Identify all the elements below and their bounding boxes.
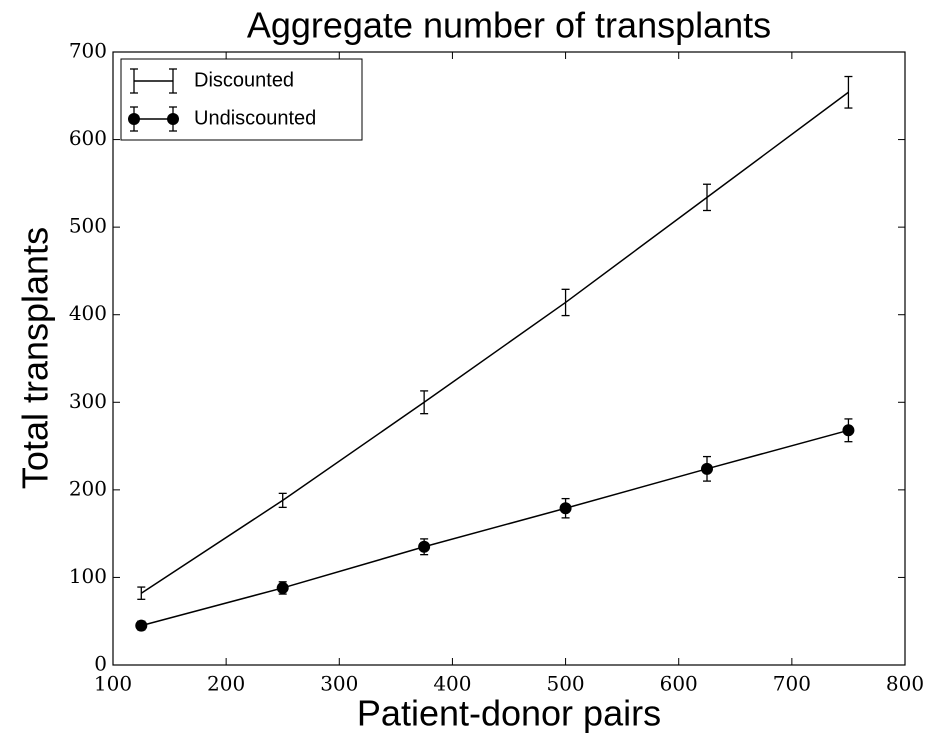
legend-label: Discounted [194, 69, 294, 91]
legend-marker [128, 113, 140, 125]
x-tick-label: 100 [94, 672, 132, 696]
data-point [559, 502, 572, 515]
data-point [135, 619, 148, 632]
x-tick-label: 300 [320, 672, 358, 696]
y-tick-label: 600 [69, 126, 107, 150]
x-tick-label: 700 [773, 672, 811, 696]
y-tick-label: 300 [69, 389, 107, 413]
x-tick-label: 200 [207, 672, 245, 696]
x-tick-label: 400 [433, 672, 471, 696]
series-line [140, 91, 849, 594]
y-tick-label: 400 [69, 301, 107, 325]
legend-label: Undiscounted [194, 107, 316, 129]
x-tick-label: 800 [886, 672, 924, 696]
chart-title: Aggregate number of transplants [247, 5, 771, 46]
legend-box [120, 58, 363, 141]
x-tick-label: 600 [660, 672, 698, 696]
series-line [141, 429, 849, 627]
y-tick-label: 200 [69, 476, 107, 500]
y-tick-label: 500 [69, 214, 107, 238]
legend-marker [167, 113, 179, 125]
x-tick-label: 500 [546, 672, 584, 696]
data-point [418, 540, 431, 553]
data-point [701, 462, 713, 475]
x-axis-label: Patient-donor pairs [357, 693, 661, 734]
plot-frame [112, 51, 906, 666]
data-point [276, 581, 289, 594]
y-axis-label: Total transplants [15, 227, 56, 489]
y-tick-label: 0 [94, 652, 107, 676]
y-tick-label: 700 [69, 39, 107, 63]
data-point [842, 424, 855, 437]
y-tick-label: 100 [69, 564, 107, 588]
